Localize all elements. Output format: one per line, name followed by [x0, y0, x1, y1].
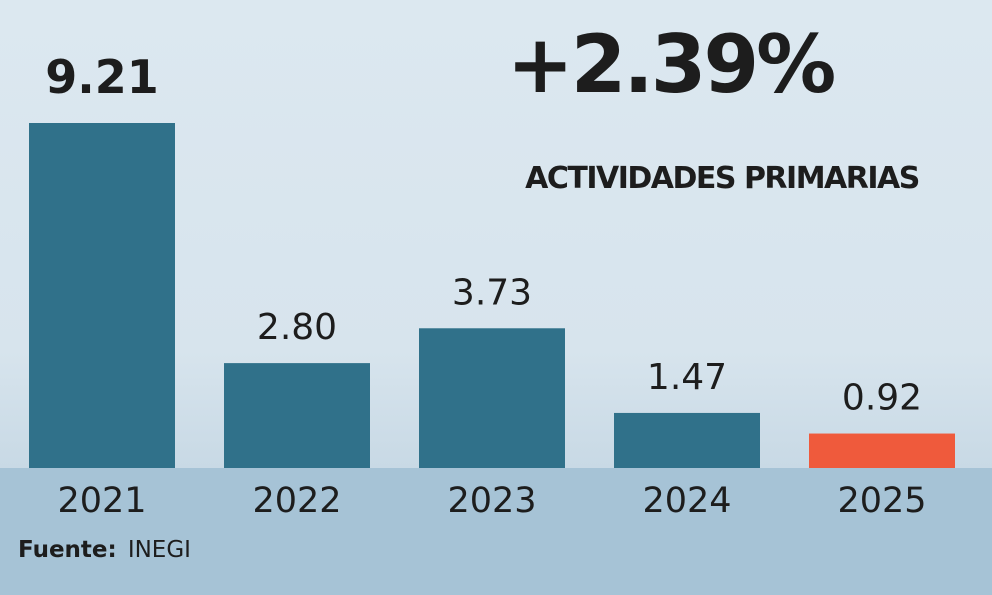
data-label-2024: 1.47 — [647, 357, 727, 398]
tick-label-2021: 2021 — [57, 481, 146, 521]
bar-2021 — [29, 123, 175, 468]
tick-label-2023: 2023 — [447, 481, 536, 521]
bar-2025 — [809, 433, 955, 468]
bars-group — [29, 123, 955, 468]
source-note: Fuente: INEGI — [18, 537, 191, 563]
data-label-2022: 2.80 — [257, 307, 337, 348]
footer-band — [0, 468, 992, 595]
bar-2022 — [224, 363, 370, 468]
data-label-2021: 9.21 — [45, 50, 159, 104]
bar-2023 — [419, 328, 565, 468]
source-key: Fuente: — [18, 537, 117, 563]
bar-2024 — [614, 412, 760, 468]
headline-label: ACTIVIDADES PRIMARIAS — [525, 161, 919, 196]
x-axis-tick-labels: 2021 2022 2023 2024 2025 — [57, 481, 926, 521]
data-labels-group: 9.21 2.80 3.73 1.47 0.92 — [45, 50, 922, 419]
source-value: INEGI — [128, 537, 191, 563]
data-label-2023: 3.73 — [452, 272, 532, 313]
tick-label-2024: 2024 — [642, 481, 731, 521]
headline-value: +2.39% — [507, 18, 834, 111]
tick-label-2025: 2025 — [837, 481, 926, 521]
tick-label-2022: 2022 — [252, 481, 341, 521]
data-label-2025: 0.92 — [842, 378, 922, 419]
